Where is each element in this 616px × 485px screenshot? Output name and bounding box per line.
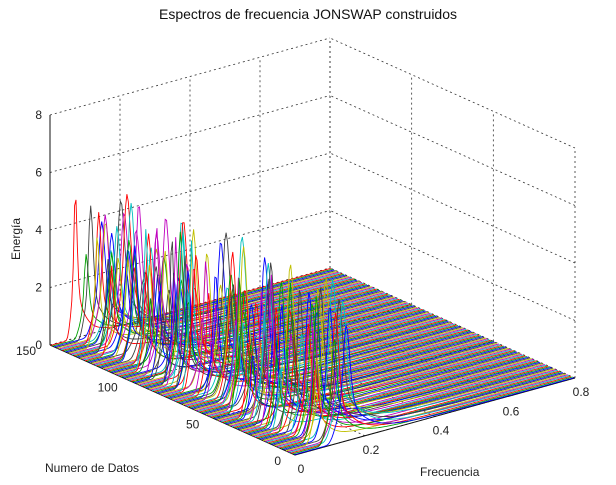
spectrum-curve xyxy=(116,218,397,376)
spectrum-curve xyxy=(220,263,501,423)
spectrum-curve xyxy=(290,312,571,454)
x-tick-label: 0.2 xyxy=(363,443,380,457)
spectrum-curve xyxy=(63,269,345,352)
spectrum-curve xyxy=(277,279,558,448)
spectrum-curve xyxy=(227,262,508,426)
spectrum-curve xyxy=(259,292,541,440)
back-wall-gridline xyxy=(49,210,331,288)
spectrum-curve xyxy=(294,325,575,456)
y-axis-label: Numero de Datos xyxy=(45,461,139,475)
back-wall-gridline xyxy=(49,37,331,116)
side-wall-gridline xyxy=(329,37,576,149)
spectrum-curve xyxy=(218,289,500,422)
spectrum-curve xyxy=(213,257,495,420)
spectrum-curve xyxy=(174,287,456,402)
z-tick-label: 0 xyxy=(35,338,42,352)
z-tick-label: 8 xyxy=(35,108,42,122)
spectrum-curve xyxy=(204,336,485,415)
y-tick-label: 0 xyxy=(274,454,281,468)
spectrum-curve xyxy=(256,355,537,439)
spectrum-curve xyxy=(246,355,527,434)
spectrum-curve xyxy=(187,251,469,408)
spectrum-curve xyxy=(148,229,429,390)
chart-title: Espectros de frecuencia JONSWAP construi… xyxy=(158,6,458,22)
side-wall-gridline xyxy=(329,95,576,206)
spectrum-curve xyxy=(150,237,431,391)
back-wall-gridline xyxy=(49,152,331,231)
spectrum-curve xyxy=(241,274,522,432)
z-tick-label: 4 xyxy=(35,223,42,237)
spectrum-curve xyxy=(264,314,545,442)
spectrum-curve xyxy=(89,278,371,364)
spectrum-curve xyxy=(262,288,544,442)
spectrum-curve xyxy=(272,287,554,446)
side-wall-gridline xyxy=(329,152,576,264)
x-tick-label: 0.6 xyxy=(503,404,520,418)
x-axis-label: Frecuencia xyxy=(420,465,480,479)
spectrum-curve xyxy=(168,242,449,399)
spectrum-curve xyxy=(93,206,374,365)
spectrum-curve xyxy=(240,264,521,431)
spectrum-curve xyxy=(285,357,567,452)
z-tick-label: 6 xyxy=(35,166,42,180)
x-tick-label: 0 xyxy=(298,462,305,476)
y-tick-label: 150 xyxy=(16,344,36,358)
spectrum-curve xyxy=(274,278,555,447)
y-tick-label: 100 xyxy=(98,381,118,395)
x-tick-label: 0.8 xyxy=(573,385,590,399)
spectra-curves xyxy=(50,194,575,456)
back-wall-gridline xyxy=(49,95,331,173)
spectrum-curve xyxy=(249,315,531,436)
z-tick-label: 2 xyxy=(35,281,42,295)
spectrum-curve xyxy=(158,255,439,395)
spectrum-curve xyxy=(65,233,346,353)
spectrum-curve xyxy=(243,346,524,433)
x-tick-label: 0.4 xyxy=(433,424,450,438)
side-wall-gridline xyxy=(329,210,576,321)
spectrum-curve xyxy=(161,317,443,396)
spectrum-curve xyxy=(111,274,392,373)
spectrum-curve xyxy=(73,194,354,357)
spectrum-curve xyxy=(99,245,380,368)
spectrum-curve xyxy=(289,300,570,453)
spectrum-curve xyxy=(284,299,565,451)
spectrum-curve xyxy=(280,295,562,450)
spectrum-curve xyxy=(251,348,532,437)
y-tick-label: 50 xyxy=(186,417,200,431)
spectrum-curve xyxy=(207,277,488,417)
z-axis-label: Energía xyxy=(9,218,23,260)
spectrum-curve xyxy=(235,282,516,429)
x-axis-line xyxy=(294,377,576,456)
spectrum-curve xyxy=(248,304,529,435)
spectrum-curve xyxy=(245,307,526,434)
spectrum-curve xyxy=(81,229,363,360)
spectrum-curve xyxy=(210,302,492,418)
y-axis-line xyxy=(49,344,296,456)
spectrum-curve xyxy=(266,333,547,443)
spectrum-curve xyxy=(279,367,560,449)
spectrum-curve xyxy=(147,241,428,390)
